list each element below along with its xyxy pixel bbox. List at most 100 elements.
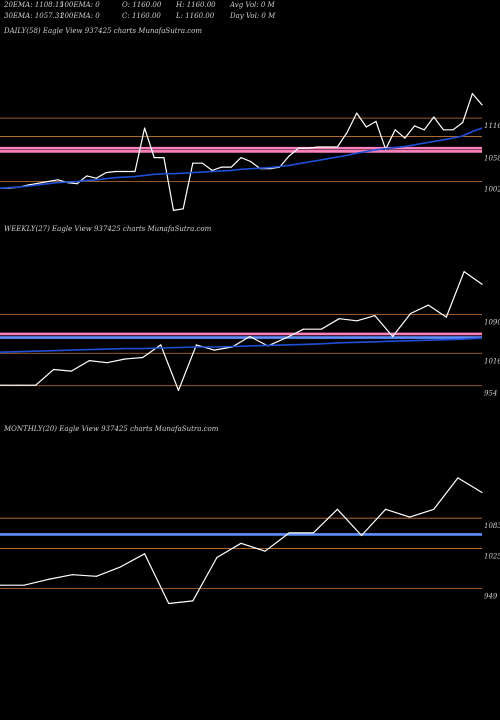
weekly-price-point	[302, 328, 305, 330]
weekly-price-point	[160, 344, 162, 346]
weekly-chart-title: WEEKLY(27) Eagle View 937425 charts Muna…	[4, 225, 212, 233]
header-ema100: 100EMA: 0	[60, 1, 100, 9]
daily-price-point	[452, 129, 454, 131]
daily-price-point	[317, 146, 319, 148]
weekly-ema-line	[0, 337, 483, 353]
weekly-price-point	[356, 320, 358, 322]
weekly-price-point	[70, 370, 73, 372]
monthly-price-point	[71, 574, 73, 576]
daily-price-point	[404, 137, 406, 139]
monthly-price-point	[216, 556, 218, 559]
daily-price-point	[327, 146, 329, 148]
monthly-price-point	[264, 550, 266, 552]
monthly-y-tick-label: 949	[484, 592, 498, 600]
daily-price-point	[307, 147, 310, 149]
header-high: H: 1160.00	[176, 1, 216, 9]
daily-price-point	[240, 156, 242, 159]
daily-price-point	[481, 104, 483, 106]
monthly-price-point	[240, 542, 242, 544]
monthly-price-point	[288, 532, 290, 534]
daily-price-point	[172, 209, 175, 212]
daily-price-point	[298, 147, 300, 149]
monthly-price-point	[47, 578, 49, 581]
daily-price-point	[375, 120, 377, 123]
monthly-y-tick-label: 1083	[484, 522, 500, 530]
daily-chart-panel: DAILY(58) Eagle View 937425 charts Munaf…	[0, 27, 500, 212]
daily-price-point	[394, 129, 396, 131]
weekly-price-point	[106, 362, 108, 364]
weekly-price-point	[177, 389, 180, 392]
weekly-price-point	[195, 344, 197, 346]
daily-price-point	[115, 170, 117, 173]
daily-price-point	[423, 129, 425, 131]
monthly-price-point	[433, 508, 435, 510]
header-open: O: 1160.00	[122, 1, 162, 9]
monthly-price-point	[336, 508, 338, 510]
daily-price-point	[124, 170, 126, 173]
header-low: L: 1160.00	[176, 12, 215, 20]
weekly-price-point	[213, 349, 215, 351]
weekly-price-point	[338, 318, 340, 320]
monthly-price-point	[385, 508, 387, 510]
monthly-price-point	[360, 534, 363, 537]
daily-price-point	[221, 166, 223, 168]
monthly-price-point	[23, 584, 25, 586]
header-avg-vol: Avg Vol: 0 M	[230, 1, 275, 9]
daily-price-point	[462, 121, 464, 124]
monthly-price-line	[0, 477, 483, 605]
header-close: C: 1160.00	[122, 12, 161, 20]
daily-price-point	[250, 160, 252, 163]
weekly-price-point	[427, 304, 430, 306]
monthly-y-tick-label: 1025	[484, 553, 500, 561]
daily-price-point	[163, 156, 165, 159]
daily-price-point	[442, 129, 445, 131]
weekly-price-point	[285, 337, 287, 339]
daily-price-point	[336, 146, 338, 148]
weekly-price-point	[142, 356, 144, 359]
monthly-price-point	[144, 553, 146, 555]
weekly-price-point	[445, 316, 447, 318]
daily-price-point	[192, 162, 194, 164]
monthly-chart-panel: MONTHLY(20) Eagle View 937425 charts Mun…	[0, 425, 500, 605]
daily-price-point	[182, 208, 184, 210]
weekly-y-tick-label: 1090	[484, 319, 500, 327]
daily-price-point	[144, 127, 146, 129]
monthly-price-point	[119, 566, 122, 568]
weekly-price-point	[409, 312, 412, 315]
weekly-price-point	[0, 384, 1, 386]
daily-y-tick-label: 1058	[484, 154, 500, 162]
daily-price-point	[433, 116, 435, 118]
daily-price-point	[471, 93, 473, 95]
daily-price-point	[47, 180, 49, 183]
daily-price-point	[413, 125, 416, 127]
weekly-price-point	[320, 328, 322, 330]
daily-price-point	[28, 184, 30, 186]
daily-price-point	[86, 175, 88, 177]
weekly-price-point	[35, 384, 37, 386]
daily-ema-line	[0, 127, 483, 189]
header-ema30: 30EMA: 1057.31	[4, 12, 64, 20]
daily-price-point	[201, 162, 204, 164]
header-day-vol: Day Vol: 0 M	[230, 12, 276, 20]
weekly-price-point	[249, 335, 251, 338]
weekly-price-point	[17, 384, 19, 386]
daily-price-point	[288, 155, 290, 157]
daily-price-point	[356, 112, 358, 114]
daily-price-point	[76, 183, 78, 185]
header-ema20: 20EMA: 1108.15	[4, 1, 64, 9]
weekly-chart-panel: WEEKLY(27) Eagle View 937425 charts Muna…	[0, 225, 500, 398]
monthly-price-point	[409, 516, 411, 518]
daily-price-point	[365, 126, 367, 128]
weekly-y-tick-label: 1016	[484, 357, 500, 365]
daily-y-tick-label: 1116	[484, 122, 500, 130]
weekly-price-point	[124, 358, 126, 360]
weekly-price-line	[0, 270, 483, 391]
weekly-price-point	[374, 314, 376, 317]
daily-y-tick-label: 1002	[484, 186, 500, 194]
monthly-price-point	[0, 584, 1, 586]
monthly-price-point	[481, 491, 483, 494]
monthly-chart-title: MONTHLY(20) Eagle View 937425 charts Mun…	[3, 425, 219, 433]
weekly-price-point	[463, 271, 465, 273]
daily-price-point	[95, 177, 97, 179]
daily-price-point	[37, 182, 40, 184]
